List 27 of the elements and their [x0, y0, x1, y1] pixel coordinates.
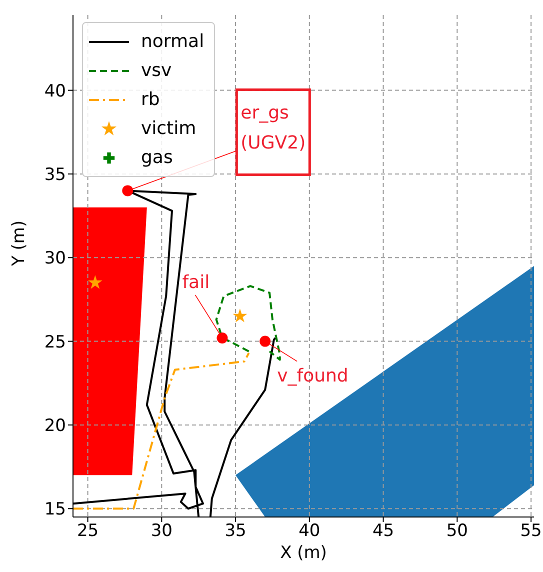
y-tick-label: 20 [44, 416, 66, 436]
y-axis-title: Y (m) [9, 220, 30, 267]
x-tick-label: 50 [446, 521, 468, 542]
y-tick-label: 15 [44, 500, 66, 520]
line-series [215, 285, 281, 361]
annotation: v_found [277, 365, 348, 386]
legend-label: gas [141, 146, 173, 170]
line-series [73, 352, 250, 510]
y-tick-label: 30 [44, 248, 66, 269]
x-axis-title: X (m) [280, 543, 327, 563]
y-tick-label: 35 [44, 165, 66, 185]
annotation: fail [182, 272, 210, 293]
legend-label: vsv [141, 59, 172, 83]
point [88, 275, 102, 289]
x-tick-label: 35 [224, 521, 246, 542]
annotation: er_gs (UGV2) [240, 102, 306, 154]
y-tick-label: 25 [44, 332, 66, 352]
legend-label: rb [141, 88, 160, 112]
point [232, 308, 248, 322]
legend-label: normal [141, 30, 204, 54]
x-tick-label: 25 [76, 521, 99, 542]
legend-label: victim [141, 117, 196, 141]
y-tick-label: 40 [44, 81, 66, 102]
x-tick-label: 40 [298, 521, 320, 542]
x-tick-label: 55 [520, 521, 542, 542]
x-tick-label: 45 [372, 521, 394, 542]
x-tick-label: 30 [150, 521, 172, 542]
